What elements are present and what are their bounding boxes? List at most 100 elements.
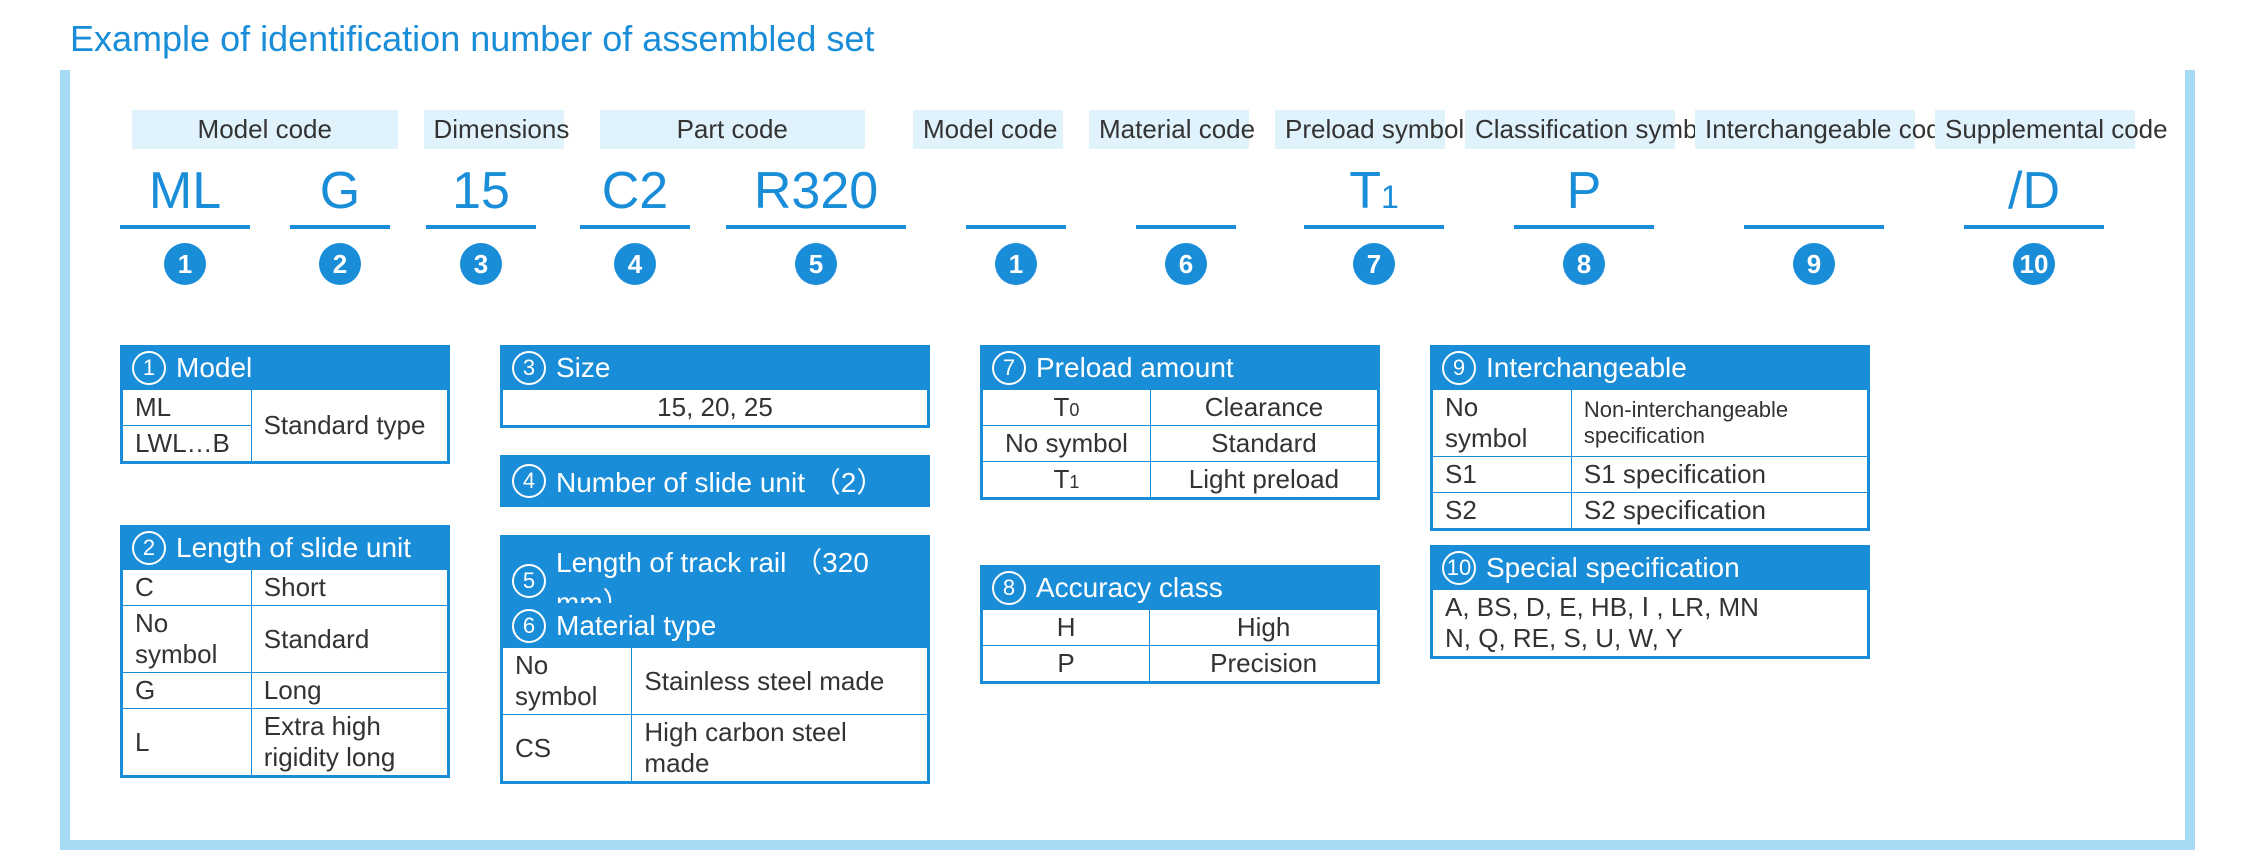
code-value: R320 — [748, 163, 884, 221]
box-number-icon: 5 — [512, 564, 546, 598]
page-title: Example of identification number of asse… — [70, 18, 2195, 60]
category-label: Part code — [600, 110, 866, 149]
code-badge: 7 — [1353, 243, 1395, 285]
explain-box-header: 6 Material type — [502, 605, 928, 647]
content-border: Model codeDimensionsPart codeModel codeM… — [60, 70, 2195, 850]
cell: P — [983, 646, 1150, 682]
code-underline — [1136, 225, 1236, 229]
code-underline — [290, 225, 390, 229]
code-segment: ML1 — [120, 163, 250, 285]
cell: H — [983, 610, 1150, 646]
code-value: G — [314, 163, 366, 221]
code-value — [1173, 163, 1199, 221]
code-badge: 10 — [2013, 243, 2055, 285]
category-label: Classification symbol — [1465, 110, 1675, 149]
code-underline — [1304, 225, 1444, 229]
code-underline — [1514, 225, 1654, 229]
cell: Standard — [1150, 426, 1377, 462]
box-number-icon: 7 — [992, 351, 1026, 385]
explain-box: 8 Accuracy class HHighPPrecision — [980, 565, 1380, 684]
cell: 15, 20, 25 — [503, 390, 928, 426]
category-label: Preload symbol — [1275, 110, 1445, 149]
explain-box-header: 7 Preload amount — [982, 347, 1378, 389]
cell: Light preload — [1150, 462, 1377, 498]
cell: No symbol — [503, 648, 632, 715]
cell: High — [1150, 610, 1378, 646]
code-badge: 6 — [1165, 243, 1207, 285]
code-segment: T1 7 — [1304, 163, 1444, 285]
category-label: Model code — [913, 110, 1063, 149]
category-row: Model codeDimensionsPart codeModel codeM… — [120, 110, 2135, 149]
code-badge: 2 — [319, 243, 361, 285]
code-underline — [726, 225, 906, 229]
code-underline — [966, 225, 1066, 229]
code-badge: 5 — [795, 243, 837, 285]
code-segment: G2 — [290, 163, 390, 285]
explain-box-header: 4 Number of slide unit （2） — [502, 457, 928, 505]
explain-box: 10Special specificationA, BS, D, E, HB, … — [1430, 545, 1870, 659]
box-title: Preload amount — [1036, 352, 1234, 384]
cell: No symbol — [983, 426, 1151, 462]
cell: CS — [503, 715, 632, 782]
cell: No symbol — [1433, 390, 1572, 457]
box-number-icon: 3 — [512, 351, 546, 385]
explain-box: 6 Material type No symbolStainless steel m… — [500, 603, 930, 784]
cell: T0 — [983, 390, 1151, 426]
explain-box-body: HHighPPrecision — [982, 609, 1378, 682]
box-number-icon: 2 — [132, 531, 166, 565]
cell: S2 — [1433, 493, 1572, 529]
cell: S1 specification — [1571, 457, 1867, 493]
cell: A, BS, D, E, HB, Ⅰ , LR, MNN, Q, RE, S, … — [1433, 590, 1868, 657]
cell: Non-interchangeable specification — [1571, 390, 1867, 457]
category-label: Dimensions — [424, 110, 564, 149]
code-value: T1 — [1343, 163, 1405, 221]
box-number-icon: 4 — [512, 464, 546, 498]
explain-box-header: 2Length of slide unit — [122, 527, 448, 569]
code-segment: R320 5 — [726, 163, 906, 285]
code-row: ML1G2153C24R3205 1 6T17P8 9/D10 — [120, 163, 2135, 285]
category-label: Material code — [1089, 110, 1249, 149]
box-number-icon: 6 — [512, 609, 546, 643]
cell: No symbol — [123, 606, 252, 673]
cell: Stainless steel made — [632, 648, 928, 715]
box-number-icon: 9 — [1442, 351, 1476, 385]
cell: C — [123, 570, 252, 606]
box-title: Number of slide unit （2） — [556, 461, 884, 501]
code-segment: 153 — [426, 163, 536, 285]
code-segment: /D 10 — [1964, 163, 2104, 285]
code-segment: 1 — [966, 163, 1066, 285]
code-segment: 9 — [1744, 163, 1884, 285]
code-value: C2 — [596, 163, 674, 221]
code-segment: 6 — [1136, 163, 1236, 285]
box-number-icon: 10 — [1442, 551, 1476, 585]
cell: Long — [251, 673, 447, 709]
explain-box-body: No symbolStainless steel madeCSHigh carb… — [502, 647, 928, 782]
cell: Standard — [251, 606, 447, 673]
code-segment: P8 — [1514, 163, 1654, 285]
cell: T1 — [983, 462, 1151, 498]
code-badge: 9 — [1793, 243, 1835, 285]
cell: Standard type — [251, 390, 447, 462]
code-value — [1003, 163, 1029, 221]
box-title: Material type — [556, 610, 716, 642]
explain-box-body: MLStandard typeLWL…B — [122, 389, 448, 462]
cell: L — [123, 709, 252, 776]
code-badge: 4 — [614, 243, 656, 285]
box-number-icon: 8 — [992, 571, 1026, 605]
code-underline — [426, 225, 536, 229]
cell: S1 — [1433, 457, 1572, 493]
cell: High carbon steel made — [632, 715, 928, 782]
code-segment: C2 4 — [580, 163, 690, 285]
cell: Extra high rigidity long — [251, 709, 447, 776]
code-value: /D — [2002, 163, 2066, 221]
explain-box: 7 Preload amount T0ClearanceNo symbolStand… — [980, 345, 1380, 500]
cell: Short — [251, 570, 447, 606]
code-value — [1801, 163, 1827, 221]
explain-box: 3Size15, 20, 25 — [500, 345, 930, 428]
explain-box: 1ModelMLStandard typeLWL…B — [120, 345, 450, 464]
explain-box: 2Length of slide unitCShortNo symbolStan… — [120, 525, 450, 778]
box-title: Accuracy class — [1036, 572, 1223, 604]
explain-box-header: 9Interchangeable — [1432, 347, 1868, 389]
explain-box-body: T0ClearanceNo symbolStandardT1Light prel… — [982, 389, 1378, 498]
explain-box-header: 1Model — [122, 347, 448, 389]
